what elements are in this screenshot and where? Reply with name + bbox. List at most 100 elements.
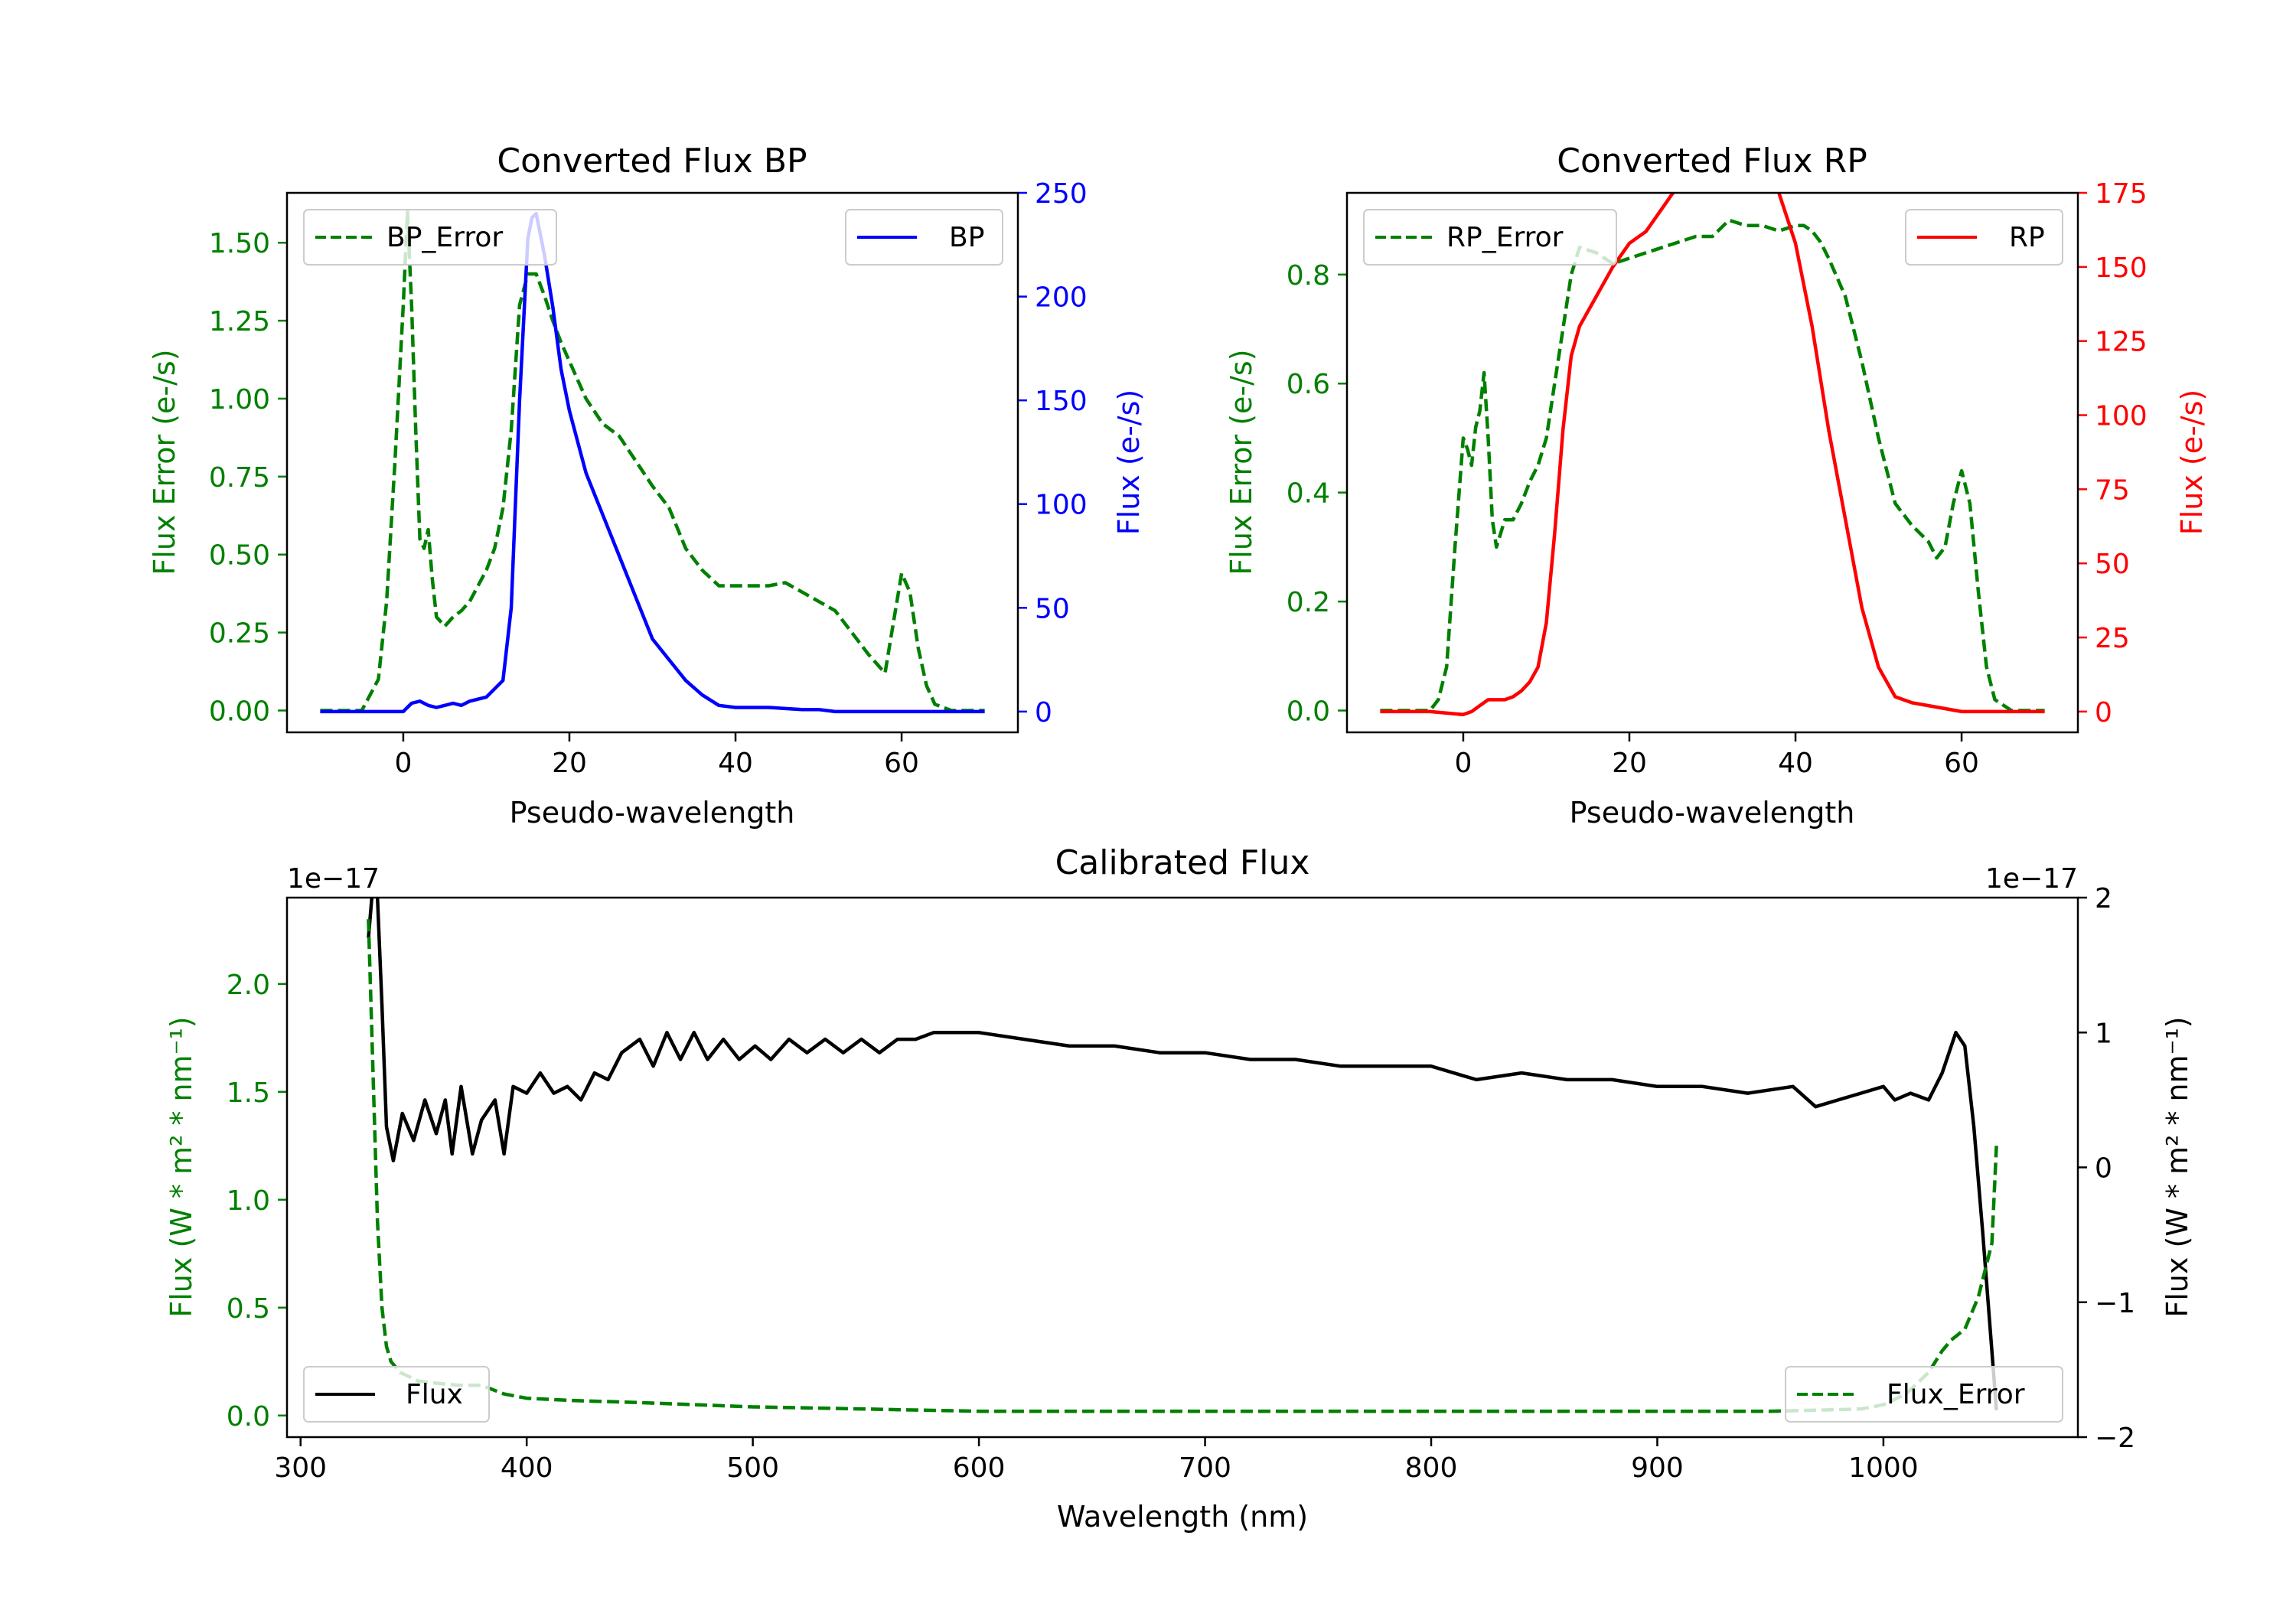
bp-y-left-ticks: 0.00 0.25 0.50 0.75 1.00 1.25 1.50 bbox=[209, 228, 287, 727]
y-right-tick-label: 0 bbox=[2095, 1153, 2112, 1185]
cal-y-left-ticks: 0.0 0.5 1.0 1.5 2.0 bbox=[227, 970, 287, 1433]
x-tick-label: 400 bbox=[501, 1452, 553, 1484]
x-tick-label: 0 bbox=[1454, 748, 1472, 779]
y-right-tick-label: 0 bbox=[1035, 697, 1052, 729]
bp-line bbox=[320, 211, 985, 714]
bp-plot-frame bbox=[285, 191, 1019, 734]
y-right-tick-label: 150 bbox=[2095, 253, 2148, 284]
y-left-tick-label: 0.0 bbox=[1287, 696, 1330, 728]
flux-line bbox=[367, 898, 1998, 1410]
y-right-tick-label: 150 bbox=[1035, 386, 1088, 417]
cal-legend-flux-box bbox=[303, 1366, 490, 1423]
bp-x-ticks: 0 20 40 60 bbox=[394, 732, 919, 779]
y-right-tick-label: 125 bbox=[2095, 327, 2148, 358]
rp-line bbox=[1380, 193, 2045, 717]
bp-y-right-label: Flux (e-/s) bbox=[1112, 390, 1146, 535]
y-left-tick-label: 0.25 bbox=[209, 618, 270, 650]
rp-x-label: Pseudo-wavelength bbox=[1570, 796, 1855, 830]
y-right-tick-label: 200 bbox=[1035, 282, 1088, 314]
y-left-tick-label: 0.4 bbox=[1287, 478, 1330, 510]
y-right-tick-label: 1 bbox=[2095, 1018, 2112, 1049]
cal-legend-flux-label: Flux bbox=[406, 1379, 463, 1410]
bp-legend-error-box bbox=[303, 209, 557, 266]
bp-y-right-ticks: 0 50 100 150 200 250 bbox=[1018, 178, 1088, 729]
y-left-tick-label: 1.0 bbox=[227, 1185, 270, 1217]
x-tick-label: 40 bbox=[718, 748, 753, 779]
bp-title: Converted Flux BP bbox=[497, 142, 807, 181]
bp-legend-error: BP_Error bbox=[303, 209, 557, 266]
y-left-tick-label: 1.25 bbox=[209, 306, 270, 337]
y-right-tick-label: 50 bbox=[2095, 549, 2130, 580]
y-left-tick-label: 0.75 bbox=[209, 462, 270, 494]
x-tick-label: 300 bbox=[274, 1452, 327, 1484]
rp-y-left-label: Flux Error (e-/s) bbox=[1225, 349, 1258, 575]
cal-legend-error-label: Flux_Error bbox=[1887, 1379, 2025, 1410]
rp-legend-error-box bbox=[1363, 209, 1617, 266]
cal-x-ticks: 300 400 500 600 700 800 900 1000 bbox=[274, 1437, 1919, 1484]
bp-panel: Converted Flux BP 0 20 40 60 0.000.250.500.… bbox=[148, 142, 1146, 830]
rp-y-left-ticks: 0.0 0.2 0.4 0.6 0.8 bbox=[1287, 260, 1347, 728]
y-right-tick-label: 100 bbox=[1035, 490, 1088, 521]
y-left-tick-label: 0.50 bbox=[209, 540, 270, 572]
bp-legend-flux: BP bbox=[845, 209, 1003, 266]
y-left-tick-label: 0.5 bbox=[227, 1293, 270, 1325]
x-tick-label: 1000 bbox=[1848, 1452, 1919, 1484]
rp-x-ticks: 0 20 40 60 bbox=[1454, 732, 1979, 779]
y-right-tick-label: 250 bbox=[1035, 178, 1088, 210]
x-tick-label: 60 bbox=[1944, 748, 1979, 779]
rp-y-right-label: Flux (e-/s) bbox=[2175, 390, 2209, 535]
y-right-tick-label: −1 bbox=[2095, 1288, 2135, 1319]
y-left-tick-label: 0.00 bbox=[209, 696, 270, 727]
y-right-tick-label: 75 bbox=[2095, 474, 2130, 506]
x-tick-label: 700 bbox=[1179, 1452, 1231, 1484]
y-left-tick-label: 0.2 bbox=[1287, 587, 1330, 618]
cal-legend-error-box bbox=[1785, 1366, 2063, 1423]
cal-legend-error: Flux_Error bbox=[1785, 1366, 2063, 1423]
flux-error-line bbox=[367, 919, 1998, 1413]
rp-panel: Converted Flux RP 0 20 40 60 0.00.20.40.60.… bbox=[1225, 142, 2209, 830]
y-left-tick-label: 0.8 bbox=[1287, 260, 1330, 292]
bp-legend-error-label: BP_Error bbox=[386, 222, 503, 253]
cal-legend-flux: Flux bbox=[303, 1366, 490, 1423]
bp-y-left-label: Flux Error (e-/s) bbox=[148, 349, 181, 575]
x-tick-label: 20 bbox=[1612, 748, 1647, 779]
y-left-tick-label: 1.50 bbox=[209, 228, 270, 259]
rp-legend-error: RP_Error bbox=[1363, 209, 1617, 266]
rp-plot-frame bbox=[1345, 191, 2079, 734]
rp-legend-flux-box bbox=[1905, 209, 2063, 266]
y-left-tick-label: 0.0 bbox=[227, 1401, 270, 1433]
x-tick-label: 0 bbox=[394, 748, 412, 779]
cal-title: Calibrated Flux bbox=[1055, 843, 1310, 882]
x-tick-label: 500 bbox=[726, 1452, 779, 1484]
x-tick-label: 60 bbox=[884, 748, 919, 779]
y-left-tick-label: 0.6 bbox=[1287, 369, 1330, 400]
y-left-tick-label: 2.0 bbox=[227, 970, 270, 1001]
rp-error-line bbox=[1380, 218, 2045, 712]
x-tick-label: 40 bbox=[1778, 748, 1813, 779]
bp-x-label: Pseudo-wavelength bbox=[510, 796, 795, 830]
x-tick-label: 900 bbox=[1631, 1452, 1684, 1484]
cal-y-right-label: Flux (W * m² * nm⁻¹) bbox=[2161, 1016, 2194, 1317]
y-right-tick-label: 50 bbox=[1035, 593, 1070, 624]
rp-legend-flux: RP bbox=[1905, 209, 2063, 266]
rp-y-right-ticks: 0 25 50 75 100 125 150 175 bbox=[2078, 178, 2148, 729]
y-right-tick-label: 25 bbox=[2095, 623, 2130, 654]
cal-y-right-ticks: −2 −1 0 1 2 bbox=[2078, 883, 2135, 1454]
y-right-tick-label: −2 bbox=[2095, 1423, 2135, 1454]
y-right-tick-label: 0 bbox=[2095, 697, 2112, 729]
rp-series bbox=[1380, 193, 2045, 717]
y-right-tick-label: 100 bbox=[2095, 401, 2148, 432]
cal-offset-left: 1e−17 bbox=[287, 863, 380, 895]
cal-offset-right: 1e−17 bbox=[1985, 863, 2078, 895]
y-left-tick-label: 1.5 bbox=[227, 1077, 270, 1109]
bp-legend-flux-label: BP bbox=[949, 222, 984, 253]
cal-series bbox=[367, 898, 1998, 1413]
rp-legend-flux-label: RP bbox=[2009, 222, 2045, 253]
x-tick-label: 600 bbox=[953, 1452, 1006, 1484]
bp-series bbox=[320, 210, 985, 714]
y-right-tick-label: 175 bbox=[2095, 178, 2148, 210]
y-left-tick-label: 1.00 bbox=[209, 384, 270, 416]
calibrated-panel: Calibrated Flux 1e−17 1e−17 300 400 500 600… bbox=[165, 843, 2194, 1534]
cal-plot-frame bbox=[285, 896, 2079, 1439]
